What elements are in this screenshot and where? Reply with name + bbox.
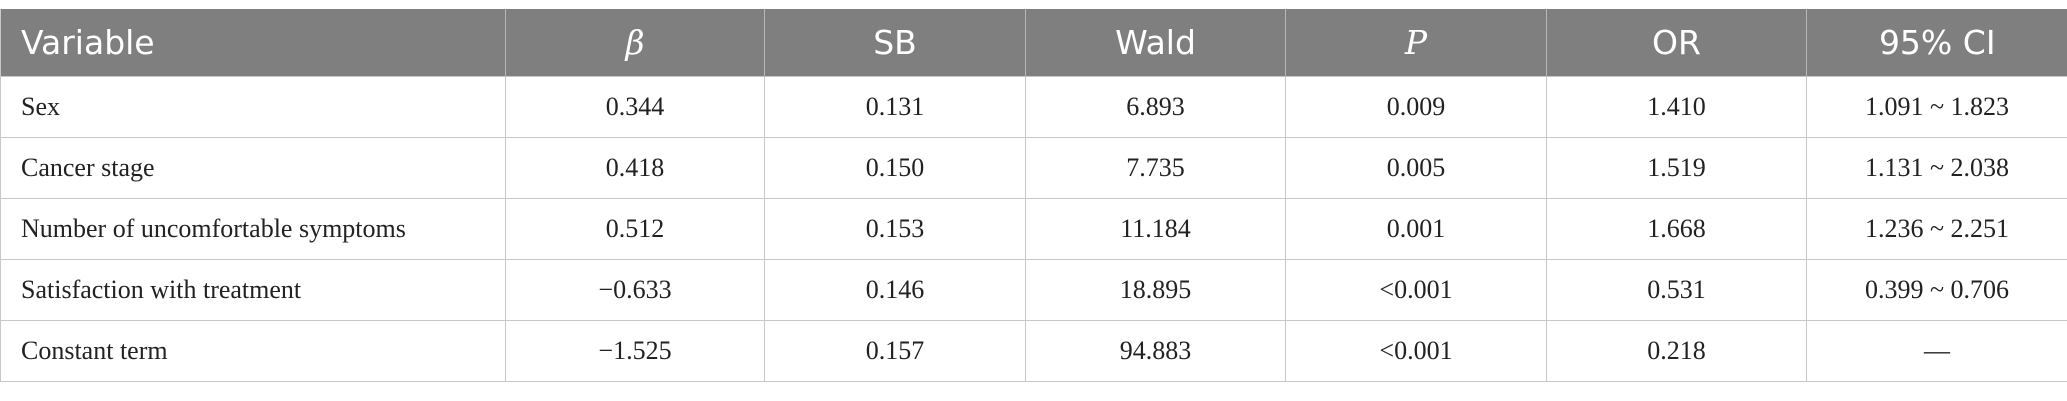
row-label: Number of uncomfortable symptoms [0,198,506,260]
results-table: Variable β SB Wald P OR 95% CI Sex 0.344 0.131 6.… [0,9,2067,382]
table-cell: 0.344 [505,76,765,138]
table-cell: 0.005 [1285,137,1547,199]
table-cell: <0.001 [1285,259,1547,321]
row-label: Satisfaction with treatment [0,259,506,321]
table-cell: 1.668 [1546,198,1807,260]
table-cell: 1.519 [1546,137,1807,199]
row-label: Cancer stage [0,137,506,199]
table-row: Sex 0.344 0.131 6.893 0.009 1.410 1.091 ~ 1.82… [0,76,2067,138]
row-label: Constant term [0,320,506,382]
table-cell: 11.184 [1025,198,1286,260]
table-cell: −0.633 [505,259,765,321]
row-label: Sex [0,76,506,138]
column-header: Variable [0,9,506,77]
table-row: Cancer stage 0.418 0.150 7.735 0.005 1.519 1.1… [0,137,2067,199]
table-cell: 0.009 [1285,76,1547,138]
column-header: P [1285,9,1547,77]
table-cell: 0.531 [1546,259,1807,321]
table-cell: 1.236 ~ 2.251 [1806,198,2067,260]
table-cell: 0.131 [764,76,1026,138]
column-header: Wald [1025,9,1286,77]
table-body: Sex 0.344 0.131 6.893 0.009 1.410 1.091 ~ 1.82… [0,76,2067,382]
header-row: Variable β SB Wald P OR 95% CI [0,9,2067,77]
table-row: Constant term −1.525 0.157 94.883 <0.001 0.21… [0,320,2067,382]
table-cell: 0.418 [505,137,765,199]
table-row: Number of uncomfortable symptoms 0.512 0.1… [0,198,2067,260]
column-header: OR [1546,9,1807,77]
table-cell: 0.218 [1546,320,1807,382]
table-cell: 6.893 [1025,76,1286,138]
table-cell: 0.157 [764,320,1026,382]
column-header: 95% CI [1806,9,2067,77]
table-cell: 7.735 [1025,137,1286,199]
table-cell: 0.512 [505,198,765,260]
column-header: SB [764,9,1026,77]
table-cell: 0.150 [764,137,1026,199]
table-cell: −1.525 [505,320,765,382]
table-cell: 18.895 [1025,259,1286,321]
table-cell: 1.131 ~ 2.038 [1806,137,2067,199]
table-cell: 0.146 [764,259,1026,321]
table-row: Satisfaction with treatment −0.633 0.146 18… [0,259,2067,321]
table-cell: 1.410 [1546,76,1807,138]
table-cell: 1.091 ~ 1.823 [1806,76,2067,138]
table-cell: 0.399 ~ 0.706 [1806,259,2067,321]
table-cell: 0.001 [1285,198,1547,260]
column-header: β [505,9,765,77]
table-cell: — [1806,320,2067,382]
table-cell: 0.153 [764,198,1026,260]
table-cell: <0.001 [1285,320,1547,382]
table-cell: 94.883 [1025,320,1286,382]
